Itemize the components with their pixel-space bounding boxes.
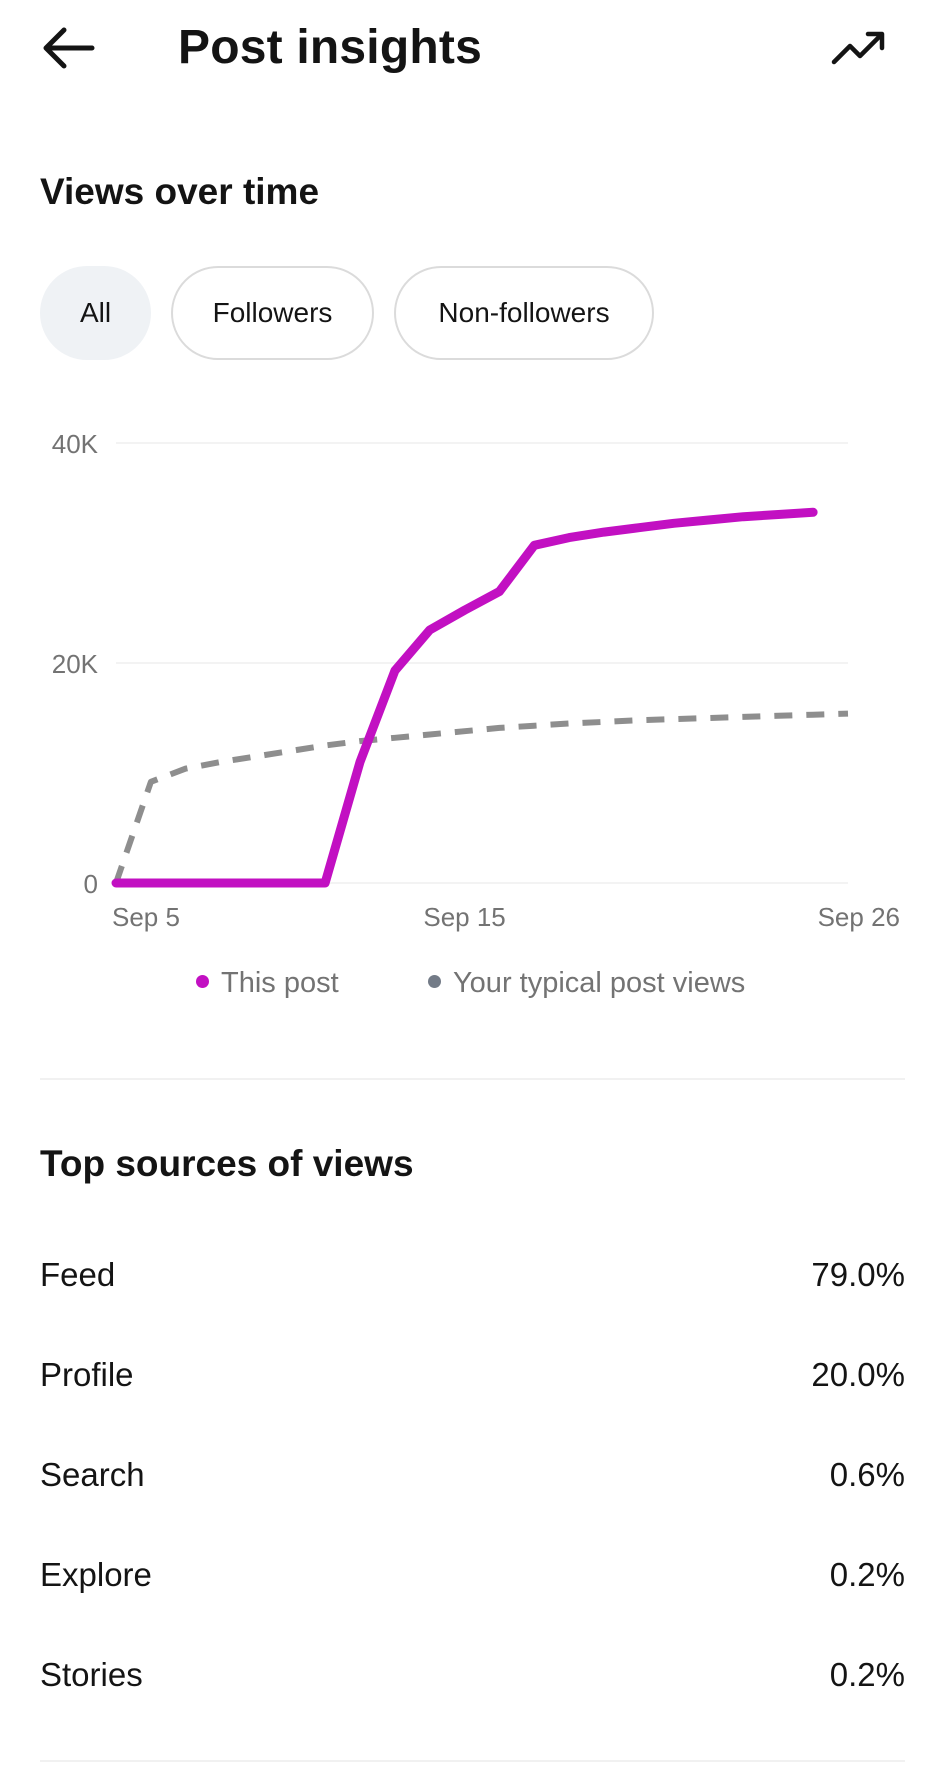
trends-button[interactable]	[830, 22, 890, 78]
source-label: Explore	[40, 1556, 152, 1593]
x-tick-label: Sep 26	[818, 902, 900, 932]
source-row-feed: Feed 79.0%	[40, 1250, 905, 1300]
filter-chip-all[interactable]: All	[40, 266, 151, 360]
source-percent: 79.0%	[811, 1256, 905, 1293]
filter-chip-followers[interactable]: Followers	[171, 266, 374, 360]
arrow-left-icon	[43, 27, 95, 69]
legend-item-this-post: This post	[196, 963, 339, 1003]
page-title: Post insights	[178, 21, 482, 74]
source-label: Search	[40, 1456, 145, 1493]
top-app-bar: Post insights	[0, 0, 945, 96]
y-tick-label: 20K	[52, 649, 99, 679]
source-percent: 0.6%	[829, 1456, 905, 1493]
source-percent: 0.2%	[829, 1556, 905, 1593]
source-row-search: Search 0.6%	[40, 1450, 905, 1500]
section-divider	[40, 1760, 905, 1762]
filter-chip-label: All	[79, 297, 112, 328]
x-tick-label: Sep 15	[423, 902, 505, 932]
source-row-explore: Explore 0.2%	[40, 1550, 905, 1600]
source-percent: 20.0%	[811, 1356, 905, 1393]
source-row-profile: Profile 20.0%	[40, 1350, 905, 1400]
filter-chip-non-followers[interactable]: Non-followers	[394, 266, 654, 360]
legend-label: Your typical post views	[453, 967, 746, 999]
legend-dot-typical-views	[428, 974, 441, 988]
legend-dot-this-post	[196, 974, 209, 988]
y-tick-label: 40K	[52, 429, 99, 459]
filter-chip-label: Non-followers	[438, 297, 610, 328]
filter-chip-label: Followers	[212, 297, 333, 328]
series-line-typical-views	[113, 710, 849, 884]
source-label: Stories	[40, 1656, 143, 1693]
series-line-this-post	[111, 507, 818, 888]
views-over-time-heading: Views over time	[40, 171, 320, 212]
x-tick-label: Sep 5	[112, 902, 180, 932]
source-label: Profile	[40, 1356, 134, 1393]
back-button[interactable]	[38, 20, 98, 76]
top-sources-heading: Top sources of views	[40, 1143, 414, 1184]
trending-up-icon	[831, 31, 885, 65]
y-tick-label: 0	[84, 869, 98, 899]
section-divider	[40, 1078, 905, 1080]
source-percent: 0.2%	[829, 1656, 905, 1693]
views-line-chart: 0 20K 40K Sep 5 Sep 15 Sep 26	[52, 429, 900, 932]
legend-label: This post	[221, 967, 339, 999]
source-label: Feed	[40, 1256, 116, 1293]
source-row-stories: Stories 0.2%	[40, 1650, 905, 1700]
legend-item-typical-views: Your typical post views	[428, 963, 745, 1003]
